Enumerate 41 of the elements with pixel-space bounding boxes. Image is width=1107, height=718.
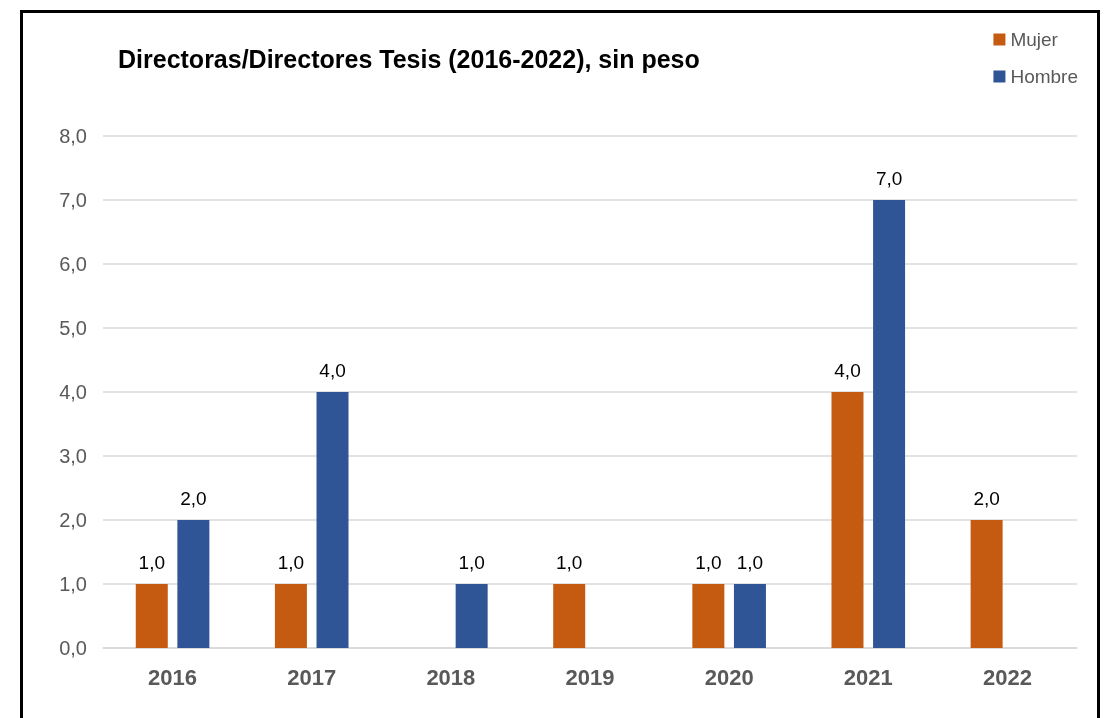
data-label: 7,0	[875, 168, 903, 189]
bar	[135, 584, 168, 648]
x-tick-label: 2018	[426, 664, 476, 690]
chart-title: Directoras/Directores Tesis (2016-2022), sin peso	[118, 44, 700, 73]
data-label: 1,0	[695, 552, 722, 573]
bar	[970, 520, 1003, 648]
data-label: 1,0	[277, 552, 305, 573]
data-label: 2,0	[180, 488, 207, 509]
data-label: 1,0	[736, 552, 764, 573]
bar	[553, 584, 586, 648]
bar	[455, 584, 488, 648]
y-tick-label: 0,0	[59, 637, 87, 659]
data-label: 1,0	[138, 552, 165, 573]
y-tick-label: 7,0	[59, 189, 87, 211]
bar	[692, 584, 725, 648]
data-label: 1,0	[458, 552, 485, 573]
x-tick-label: 2022	[982, 664, 1032, 690]
data-label: 2,0	[973, 488, 1000, 509]
y-tick-label: 6,0	[59, 253, 87, 275]
bar	[316, 392, 349, 648]
bar	[873, 200, 906, 648]
bar	[831, 392, 864, 648]
data-label: 4,0	[319, 360, 346, 381]
y-tick-label: 1,0	[59, 573, 87, 595]
legend-label: Mujer	[1010, 29, 1059, 50]
x-tick-label: 2017	[287, 664, 337, 690]
x-tick-label: 2020	[704, 664, 754, 690]
y-tick-label: 4,0	[59, 381, 87, 403]
y-tick-label: 8,0	[59, 125, 87, 147]
x-tick-label: 2019	[565, 664, 615, 690]
bar	[733, 584, 766, 648]
bar	[274, 584, 307, 648]
y-tick-label: 5,0	[59, 317, 87, 339]
y-tick-label: 2,0	[59, 509, 87, 531]
y-tick-label: 3,0	[59, 445, 87, 467]
bar	[177, 520, 210, 648]
legend-label: Hombre	[1010, 66, 1078, 87]
x-tick-label: 2016	[148, 664, 198, 690]
x-tick-label: 2021	[843, 664, 893, 690]
data-label: 4,0	[834, 360, 861, 381]
data-label: 1,0	[555, 552, 583, 573]
